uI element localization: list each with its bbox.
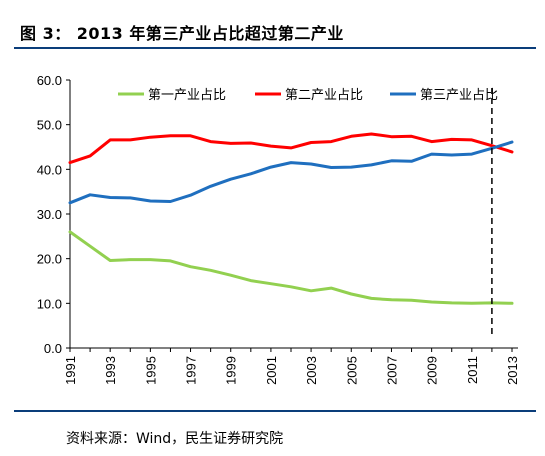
x-tick-label: 1995 xyxy=(143,356,158,385)
y-tick-label: 50.0 xyxy=(37,118,62,133)
x-tick-label: 2013 xyxy=(505,356,520,385)
x-tick-label: 1997 xyxy=(184,356,199,385)
x-tick-label: 1993 xyxy=(103,356,118,385)
x-tick-label: 2009 xyxy=(425,356,440,385)
legend-label-1: 第一产业占比 xyxy=(148,87,226,102)
x-tick-label: 2001 xyxy=(264,356,279,385)
x-tick-label: 2007 xyxy=(384,356,399,385)
legend-label-2: 第二产业占比 xyxy=(285,87,363,102)
bottom-rule xyxy=(14,410,536,412)
top-rule xyxy=(14,47,536,49)
series-line-3 xyxy=(68,140,514,205)
y-tick-label: 30.0 xyxy=(37,207,62,222)
x-tick-label: 2005 xyxy=(344,356,359,385)
y-tick-label: 10.0 xyxy=(37,296,62,311)
y-tick-label: 60.0 xyxy=(37,73,62,88)
x-tick-label: 1991 xyxy=(63,356,78,385)
x-tick-label: 2011 xyxy=(465,356,480,384)
x-tick-label: 2003 xyxy=(304,356,319,385)
series-line-1 xyxy=(68,230,514,305)
y-tick-label: 0.0 xyxy=(44,341,62,356)
figure-title: 图 3： 2013 年第三产业占比超过第二产业 xyxy=(20,24,344,43)
source-note: 资料来源：Wind，民生证券研究院 xyxy=(66,431,284,447)
legend-label-3: 第三产业占比 xyxy=(420,87,498,102)
y-tick-label: 40.0 xyxy=(37,162,62,177)
line-chart: 0.0 10.0 20.0 30.0 40.0 50.0 60.0 1991 1993 1995 1… xyxy=(37,73,520,385)
y-tick-label: 20.0 xyxy=(37,252,62,267)
x-tick-label: 1999 xyxy=(224,356,239,385)
series-line-2 xyxy=(68,132,514,165)
